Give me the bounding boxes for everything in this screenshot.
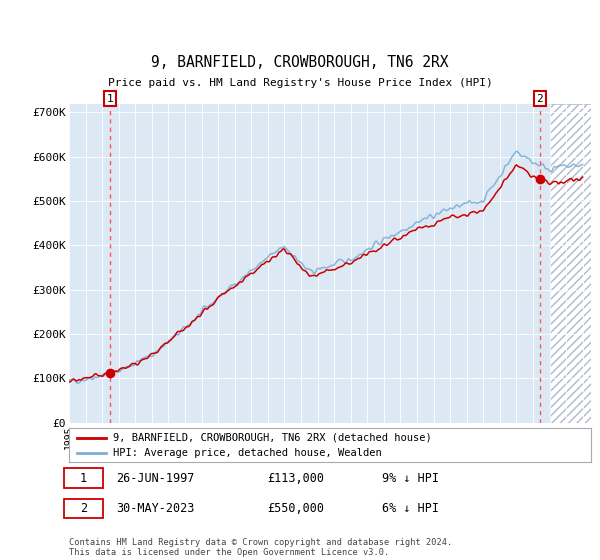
- Text: 1: 1: [107, 94, 113, 104]
- FancyBboxPatch shape: [64, 468, 103, 488]
- Text: 30-MAY-2023: 30-MAY-2023: [116, 502, 194, 515]
- Text: 2: 2: [80, 502, 87, 515]
- Text: 26-JUN-1997: 26-JUN-1997: [116, 472, 194, 484]
- Text: 9% ↓ HPI: 9% ↓ HPI: [382, 472, 439, 484]
- Text: £113,000: £113,000: [268, 472, 325, 484]
- FancyBboxPatch shape: [64, 498, 103, 518]
- Text: Contains HM Land Registry data © Crown copyright and database right 2024.
This d: Contains HM Land Registry data © Crown c…: [69, 538, 452, 557]
- Bar: [550, 104, 591, 423]
- Text: 6% ↓ HPI: 6% ↓ HPI: [382, 502, 439, 515]
- Text: 9, BARNFIELD, CROWBOROUGH, TN6 2RX: 9, BARNFIELD, CROWBOROUGH, TN6 2RX: [151, 55, 449, 70]
- Text: 9, BARNFIELD, CROWBOROUGH, TN6 2RX (detached house): 9, BARNFIELD, CROWBOROUGH, TN6 2RX (deta…: [113, 433, 432, 443]
- Text: 1: 1: [80, 472, 87, 484]
- Text: Price paid vs. HM Land Registry's House Price Index (HPI): Price paid vs. HM Land Registry's House …: [107, 78, 493, 88]
- Text: HPI: Average price, detached house, Wealden: HPI: Average price, detached house, Weal…: [113, 447, 382, 458]
- Text: 2: 2: [536, 94, 543, 104]
- Text: £550,000: £550,000: [268, 502, 325, 515]
